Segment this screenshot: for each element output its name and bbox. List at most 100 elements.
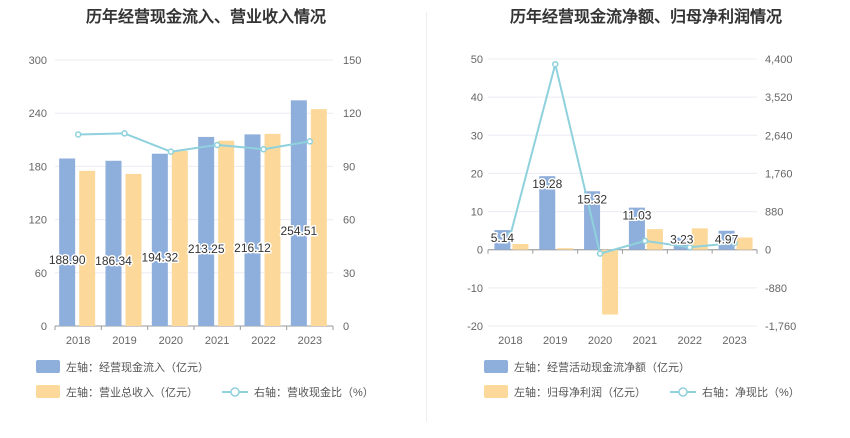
left-axis-tick-label: 0 xyxy=(477,245,483,257)
right-axis-tick-label: 90 xyxy=(343,161,355,173)
x-axis-tick-label: 2018 xyxy=(498,335,522,347)
x-axis-tick-label: 2020 xyxy=(588,335,612,347)
line-point xyxy=(167,148,175,155)
data-label: 15.32 xyxy=(577,192,607,206)
line-point xyxy=(260,145,267,153)
legend-label-series-2: 左轴：归母净利润（亿元） xyxy=(514,385,646,399)
bar-series-2 xyxy=(691,228,708,250)
bar-series-1 xyxy=(290,100,307,326)
bar-series-2 xyxy=(79,170,96,326)
legend-marker-series-3 xyxy=(678,387,688,397)
bar-series-1 xyxy=(494,230,511,250)
left-axis-tick-label: -10 xyxy=(467,283,483,295)
data-label: 254.51 xyxy=(280,224,317,238)
right-axis-tick-label: 0 xyxy=(343,321,349,333)
line-point xyxy=(213,141,221,149)
left-axis-tick-label: 50 xyxy=(471,54,483,66)
right-axis-tick-label: 120 xyxy=(343,108,361,120)
data-label: 5.14 xyxy=(491,231,515,245)
right-axis-tick-label: -1,760 xyxy=(765,321,796,333)
legend-swatch-series-2 xyxy=(484,385,508,398)
bar-series-2 xyxy=(310,109,327,326)
line-point xyxy=(121,130,128,137)
line-point xyxy=(731,239,738,247)
x-axis-tick-label: 2021 xyxy=(633,335,657,347)
bar-series-2 xyxy=(264,133,281,326)
line-point xyxy=(507,231,514,239)
bar-series-2 xyxy=(512,243,529,250)
line-point xyxy=(641,237,649,245)
left-axis-tick-label: 30 xyxy=(471,130,483,142)
bar-series-2 xyxy=(736,237,753,250)
x-axis-tick-label: 2020 xyxy=(159,335,183,347)
panel-divider xyxy=(426,12,427,422)
data-label: 4.97 xyxy=(715,233,739,247)
chart-title: 历年经营现金流入、营业收入情况 xyxy=(86,7,326,26)
data-label: 186.34 xyxy=(95,254,132,268)
legend-label-series-3: 右轴：营收现金比（%） xyxy=(254,385,374,399)
x-axis-tick-label: 2023 xyxy=(298,335,322,347)
data-label: 19.28 xyxy=(532,177,562,191)
bar-series-1 xyxy=(59,158,76,326)
data-label: 216.12 xyxy=(234,241,271,255)
legend-label-series-1: 左轴：经营活动现金流净额（亿元） xyxy=(514,360,690,374)
line-series xyxy=(509,63,735,255)
left-axis-tick-label: 20 xyxy=(471,168,483,180)
left-axis-tick-label: 240 xyxy=(29,108,47,120)
legend-swatch-series-1 xyxy=(36,360,60,373)
x-axis-tick-label: 2019 xyxy=(543,335,567,347)
x-axis-tick-label: 2021 xyxy=(205,335,229,347)
x-axis-tick-label: 2022 xyxy=(678,335,702,347)
bar-series-2 xyxy=(557,248,574,250)
right-axis-tick-label: 4,400 xyxy=(765,54,793,66)
left-axis-tick-label: 180 xyxy=(29,161,47,173)
bar-series-1 xyxy=(105,160,122,326)
bar-series-2 xyxy=(646,229,663,250)
right-axis-tick-label: 3,520 xyxy=(765,92,793,104)
legend-swatch-series-2 xyxy=(36,385,60,398)
right-axis-tick-label: 150 xyxy=(343,55,361,67)
chart-left: 历年经营现金流入、营业收入情况 0 60 120 180 240 300 0 30 60 90 120… xyxy=(29,7,374,399)
left-axis-tick-label: 60 xyxy=(35,268,47,280)
bar-series-2 xyxy=(125,173,142,326)
data-label: 3.23 xyxy=(670,233,694,247)
legend-marker-series-3 xyxy=(230,387,240,397)
right-axis-tick-label: 2,640 xyxy=(765,130,793,142)
left-axis-tick-label: 40 xyxy=(471,92,483,104)
left-axis-tick-label: 120 xyxy=(29,215,47,227)
x-axis-tick-label: 2018 xyxy=(66,335,90,347)
line-point xyxy=(596,250,604,257)
line-point xyxy=(686,243,693,251)
bar-series-1 xyxy=(198,136,215,326)
right-axis-tick-label: 1,760 xyxy=(765,168,793,180)
line-point xyxy=(552,60,559,68)
bar-series-1 xyxy=(151,153,168,326)
left-axis-tick-label: -20 xyxy=(467,321,483,333)
right-axis-tick-label: 880 xyxy=(765,207,783,219)
legend-swatch-series-1 xyxy=(484,360,508,373)
line-point xyxy=(74,131,82,138)
x-axis-tick-label: 2023 xyxy=(722,335,746,347)
legend-label-series-2: 左轴：营业总收入（亿元） xyxy=(66,385,198,399)
line-point xyxy=(306,138,314,145)
x-axis-tick-label: 2022 xyxy=(251,335,275,347)
left-axis-tick-label: 0 xyxy=(41,321,47,333)
data-label: 194.32 xyxy=(141,251,178,265)
data-label: 213.25 xyxy=(188,242,225,256)
data-label: 188.90 xyxy=(49,253,86,267)
bar-series-1 xyxy=(628,207,645,250)
x-axis-tick-label: 2019 xyxy=(112,335,136,347)
bar-series-1 xyxy=(244,134,261,326)
left-axis-tick-label: 300 xyxy=(29,55,47,67)
legend-label-series-1: 左轴：经营现金流入（亿元） xyxy=(66,360,209,374)
chart-right: 历年经营现金流净额、归母净利润情况 -20 -10 0 10 20 30 40 50 -1,760… xyxy=(467,7,800,399)
bar-series-2 xyxy=(171,150,188,326)
bar-series-2 xyxy=(602,249,619,315)
data-label: 11.03 xyxy=(622,209,651,223)
bar-series-1 xyxy=(539,176,556,250)
right-axis-tick-label: 60 xyxy=(343,215,355,227)
left-axis-tick-label: 10 xyxy=(471,207,483,219)
legend-label-series-3: 右轴：净现比（%） xyxy=(702,385,800,399)
right-axis-tick-label: 30 xyxy=(343,268,355,280)
